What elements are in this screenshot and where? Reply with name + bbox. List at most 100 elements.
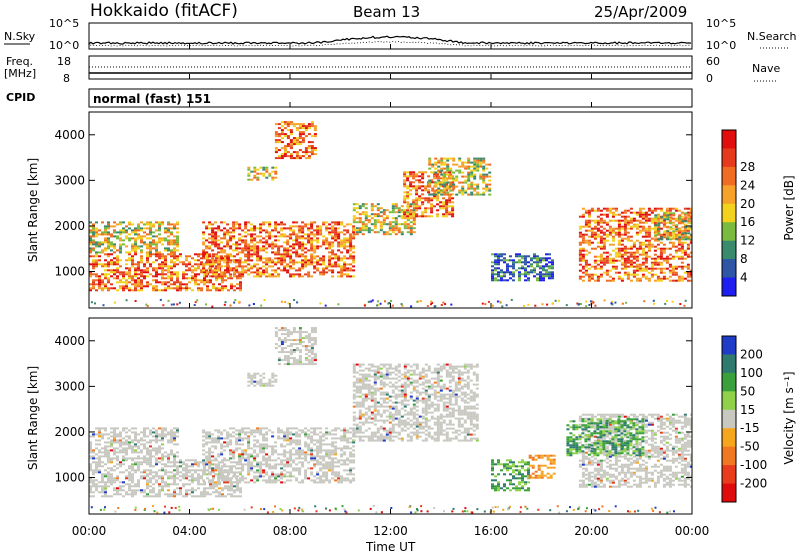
echo-cell — [415, 173, 419, 176]
echo-cell — [280, 147, 284, 150]
echo-cell — [131, 243, 134, 246]
echo-cell — [686, 255, 690, 258]
echo-cell — [218, 287, 221, 290]
echo-cell — [214, 243, 218, 246]
echo-cell — [116, 479, 119, 482]
echo-cell — [611, 277, 615, 280]
echo-cell — [632, 275, 636, 278]
echo-cell — [167, 465, 170, 468]
echo-cell — [155, 463, 158, 466]
echo-cell — [352, 275, 356, 278]
echo-cell — [331, 257, 335, 260]
echo-cell — [170, 461, 173, 464]
echo-cell — [203, 483, 206, 486]
echo-cell — [289, 225, 293, 228]
echo-cell — [137, 463, 140, 466]
echo-cell — [253, 247, 257, 250]
echo-cell — [173, 493, 176, 496]
echo-cell — [107, 451, 110, 454]
echo-cell — [439, 201, 443, 204]
echo-cell — [247, 441, 251, 444]
echo-cell — [647, 213, 651, 216]
echo-cell — [376, 219, 380, 222]
station-title: Hokkaido (fitACF) — [90, 1, 238, 21]
echo-cell — [197, 481, 200, 484]
echo-cell — [283, 123, 287, 126]
echo-cell — [352, 245, 356, 248]
echo-cell — [316, 269, 320, 272]
echo-cell — [596, 207, 600, 210]
echo-cell — [205, 275, 209, 278]
echo-cell — [104, 247, 107, 250]
echo-cell — [289, 275, 293, 278]
echo-cell — [656, 267, 660, 270]
echo-cell — [265, 453, 269, 456]
echo-cell — [280, 263, 284, 266]
echo-cell — [683, 277, 687, 280]
echo-cell — [271, 245, 275, 248]
echo-cell — [656, 247, 660, 250]
echo-cell — [137, 247, 140, 250]
echo-cell — [313, 465, 317, 468]
echo-cell — [211, 433, 215, 436]
echo-cell — [455, 175, 459, 178]
echo-cell — [581, 207, 585, 210]
echo-cell — [125, 229, 128, 232]
echo-cell — [298, 261, 302, 264]
echo-cell — [176, 285, 179, 288]
echo-cell — [304, 473, 308, 476]
echo-cell — [352, 259, 356, 262]
echo-cell — [292, 275, 296, 278]
echo-cell — [310, 427, 314, 430]
echo-cell — [92, 471, 95, 474]
echo-cell — [241, 479, 245, 482]
echo-cell — [286, 271, 290, 274]
echo-cell — [110, 473, 113, 476]
echo-cell — [217, 263, 221, 266]
echo-cell — [445, 199, 449, 202]
echo-cell — [244, 223, 248, 226]
echo-cell — [215, 253, 218, 256]
echo-cell — [301, 247, 305, 250]
echo-cell — [179, 459, 182, 462]
echo-cell — [367, 229, 371, 232]
echo-cell — [437, 175, 441, 178]
echo-cell — [665, 209, 669, 212]
echo-cell — [289, 145, 293, 148]
echo-cell — [578, 225, 582, 228]
echo-cell — [158, 265, 161, 268]
echo-cell — [461, 181, 465, 184]
echo-cell — [256, 275, 260, 278]
echo-cell — [650, 211, 654, 214]
echo-cell — [602, 241, 606, 244]
echo-cell — [644, 251, 648, 254]
echo-cell — [113, 243, 116, 246]
echo-cell — [241, 229, 245, 232]
echo-cell — [304, 247, 308, 250]
echo-cell — [403, 221, 407, 224]
echo-cell — [488, 183, 492, 186]
echo-cell — [662, 233, 666, 236]
colorbar-swatch — [722, 259, 736, 279]
echo-cell — [340, 243, 344, 246]
echo-cell — [158, 427, 161, 430]
echo-cell — [669, 212, 673, 215]
echo-cell — [253, 176, 257, 179]
echo-cell — [256, 251, 260, 254]
echo-cell — [233, 473, 236, 476]
echo-cell — [394, 203, 398, 206]
echo-cell — [388, 223, 392, 226]
echo-cell — [155, 457, 158, 460]
echo-cell — [230, 255, 233, 258]
echo-cell — [394, 225, 398, 228]
echo-cell — [191, 475, 194, 478]
echo-cell — [215, 257, 218, 260]
echo-cell — [614, 255, 618, 258]
echo-cell — [605, 279, 609, 282]
echo-cell — [313, 457, 317, 460]
echo-cell — [683, 257, 687, 260]
echo-cell — [102, 304, 105, 307]
echo-cell — [440, 183, 444, 186]
echo-cell — [158, 221, 161, 224]
echo-cell — [638, 229, 642, 232]
